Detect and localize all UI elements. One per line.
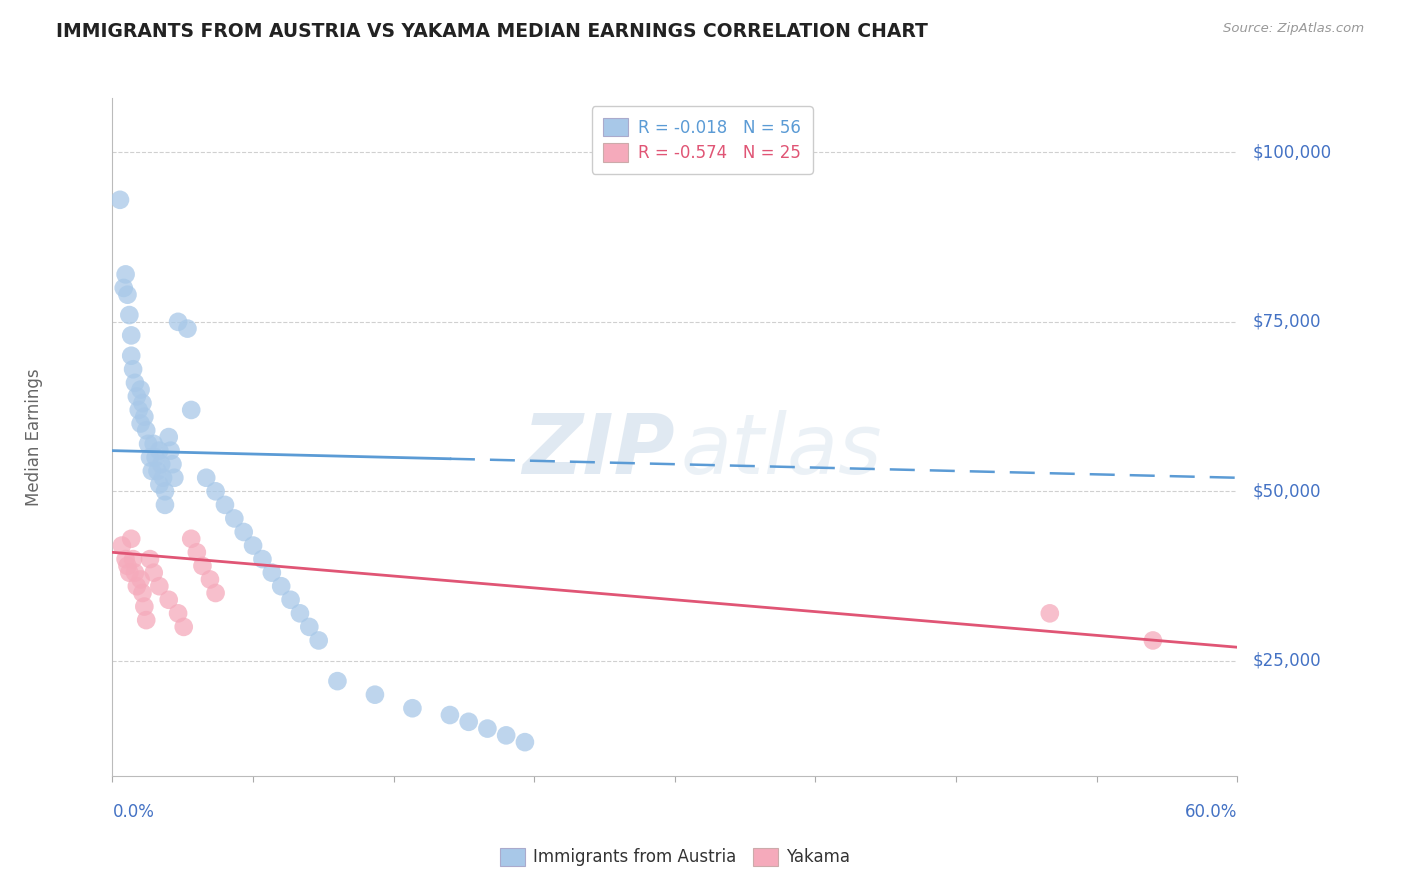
Point bbox=[167, 315, 190, 329]
Point bbox=[145, 450, 167, 465]
Point bbox=[122, 552, 145, 566]
Point bbox=[125, 579, 148, 593]
Point bbox=[242, 539, 264, 553]
Point bbox=[118, 308, 141, 322]
Point bbox=[148, 579, 170, 593]
Point bbox=[298, 620, 321, 634]
Point bbox=[120, 328, 142, 343]
Point bbox=[129, 383, 152, 397]
Point bbox=[111, 539, 134, 553]
Point bbox=[118, 566, 141, 580]
Point bbox=[204, 586, 226, 600]
Point bbox=[128, 403, 150, 417]
Point bbox=[204, 484, 226, 499]
Point bbox=[108, 193, 131, 207]
Point bbox=[270, 579, 292, 593]
Point bbox=[139, 450, 162, 465]
Text: Median Earnings: Median Earnings bbox=[25, 368, 42, 506]
Point bbox=[159, 443, 181, 458]
Point bbox=[117, 558, 139, 573]
Point bbox=[1039, 607, 1062, 621]
Point bbox=[150, 457, 173, 471]
Point bbox=[114, 268, 136, 282]
Point bbox=[134, 409, 156, 424]
Point bbox=[141, 464, 163, 478]
Point bbox=[129, 417, 152, 431]
Point bbox=[120, 532, 142, 546]
Point bbox=[191, 558, 214, 573]
Point bbox=[224, 511, 246, 525]
Point bbox=[117, 287, 139, 301]
Point bbox=[142, 566, 165, 580]
Text: 0.0%: 0.0% bbox=[112, 803, 155, 821]
Point bbox=[139, 552, 162, 566]
Point bbox=[153, 498, 176, 512]
Text: ZIP: ZIP bbox=[522, 410, 675, 491]
Text: $50,000: $50,000 bbox=[1253, 483, 1320, 500]
Point bbox=[195, 471, 218, 485]
Point bbox=[120, 349, 142, 363]
Point bbox=[176, 321, 198, 335]
Point bbox=[326, 674, 349, 689]
Point bbox=[252, 552, 274, 566]
Point bbox=[131, 396, 153, 410]
Point bbox=[148, 477, 170, 491]
Point bbox=[152, 471, 174, 485]
Point bbox=[232, 524, 254, 539]
Point bbox=[288, 607, 311, 621]
Point bbox=[142, 437, 165, 451]
Point bbox=[457, 714, 479, 729]
Point bbox=[129, 573, 152, 587]
Point bbox=[198, 573, 221, 587]
Point bbox=[495, 728, 517, 742]
Text: $75,000: $75,000 bbox=[1253, 313, 1320, 331]
Point bbox=[135, 423, 157, 437]
Point bbox=[260, 566, 283, 580]
Legend: Immigrants from Austria, Yakama: Immigrants from Austria, Yakama bbox=[489, 838, 860, 876]
Point bbox=[157, 430, 180, 444]
Point bbox=[439, 708, 461, 723]
Text: Source: ZipAtlas.com: Source: ZipAtlas.com bbox=[1223, 22, 1364, 36]
Text: $100,000: $100,000 bbox=[1253, 144, 1331, 161]
Point bbox=[134, 599, 156, 614]
Point bbox=[125, 389, 148, 403]
Point bbox=[513, 735, 536, 749]
Point bbox=[477, 722, 499, 736]
Point bbox=[163, 471, 186, 485]
Point bbox=[308, 633, 330, 648]
Point bbox=[180, 532, 202, 546]
Point bbox=[173, 620, 195, 634]
Point bbox=[180, 403, 202, 417]
Point bbox=[112, 281, 135, 295]
Point bbox=[124, 566, 146, 580]
Point bbox=[1142, 633, 1164, 648]
Point bbox=[157, 592, 180, 607]
Point bbox=[135, 613, 157, 627]
Point bbox=[401, 701, 423, 715]
Text: $25,000: $25,000 bbox=[1253, 652, 1320, 670]
Text: 60.0%: 60.0% bbox=[1185, 803, 1237, 821]
Point bbox=[280, 592, 302, 607]
Point bbox=[122, 362, 145, 376]
Point bbox=[136, 437, 159, 451]
Point bbox=[148, 443, 170, 458]
Text: IMMIGRANTS FROM AUSTRIA VS YAKAMA MEDIAN EARNINGS CORRELATION CHART: IMMIGRANTS FROM AUSTRIA VS YAKAMA MEDIAN… bbox=[56, 22, 928, 41]
Point bbox=[153, 484, 176, 499]
Point bbox=[131, 586, 153, 600]
Point bbox=[364, 688, 387, 702]
Point bbox=[167, 607, 190, 621]
Point bbox=[114, 552, 136, 566]
Point bbox=[162, 457, 184, 471]
Point bbox=[186, 545, 208, 559]
Point bbox=[124, 376, 146, 390]
Text: atlas: atlas bbox=[681, 410, 882, 491]
Point bbox=[214, 498, 236, 512]
Point bbox=[146, 464, 169, 478]
